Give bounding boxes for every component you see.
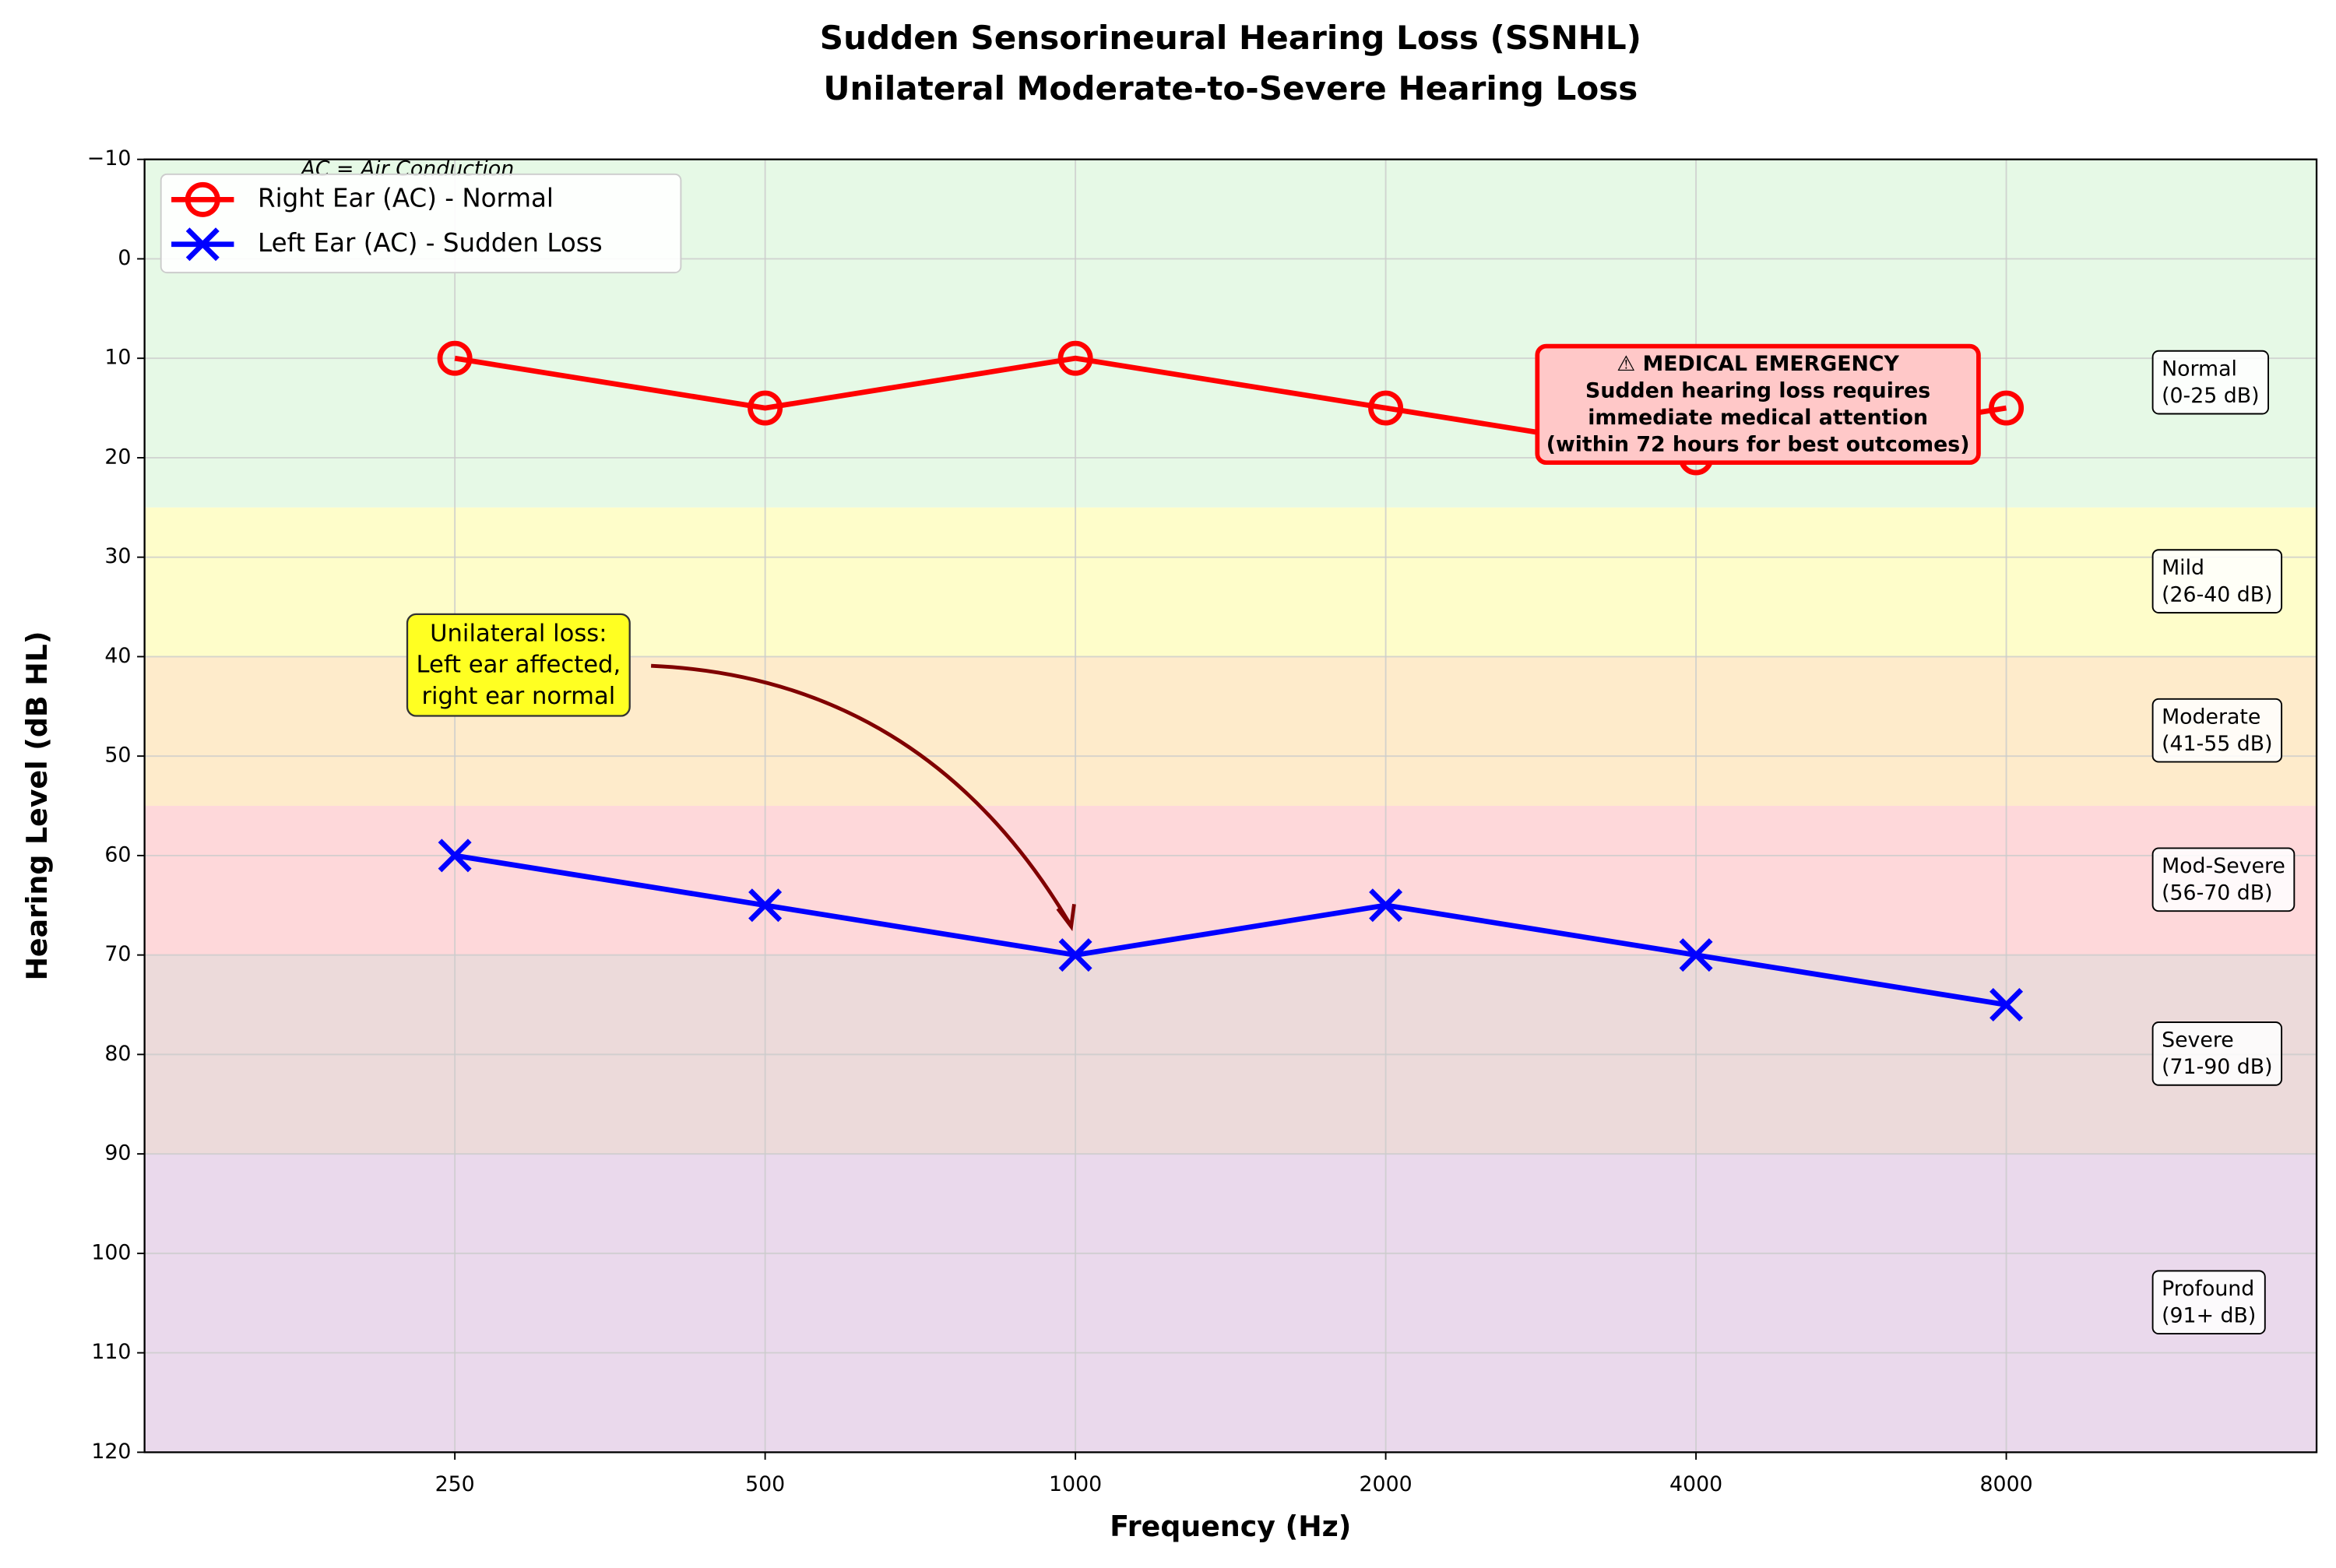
band-label-text: Severe — [2162, 1028, 2234, 1053]
band-label-text: (26-40 dB) — [2162, 582, 2273, 606]
unilateral-box — [406, 613, 631, 717]
band-label-box — [2151, 847, 2296, 912]
band-label-text: Profound — [2162, 1277, 2254, 1301]
marker — [748, 390, 783, 426]
marker — [438, 838, 472, 873]
y-tick-label: 50 — [104, 744, 131, 768]
chart-title: Unilateral Moderate-to-Severe Hearing Lo… — [823, 69, 1638, 107]
y-tick-label: 40 — [104, 644, 131, 668]
x-tick-label: 1000 — [1049, 1472, 1102, 1496]
band-label-text: (56-70 dB) — [2162, 881, 2273, 905]
y-tick-label: 70 — [104, 942, 131, 966]
x-tick-label: 8000 — [1980, 1472, 2033, 1496]
emergency-text: immediate medical attention — [1588, 406, 1928, 430]
emergency-text: ⚠ MEDICAL EMERGENCY — [1617, 352, 1899, 376]
legend-box — [160, 173, 682, 274]
series-line — [454, 853, 2007, 1007]
marker — [1058, 938, 1092, 972]
arrow — [651, 663, 1071, 925]
plot-frame — [143, 158, 2318, 1454]
unilateral-text: Unilateral loss: — [430, 621, 607, 648]
band-label: Mild(26-40 dB) — [2151, 549, 2283, 613]
legend-label: Left Ear (AC) - Sudden Loss — [258, 228, 603, 258]
band-label-box — [2151, 350, 2270, 415]
band-label-box — [2151, 1021, 2283, 1086]
legend: Right Ear (AC) - Normal Left Ear (AC) - S… — [160, 173, 682, 274]
unilateral-text: right ear normal — [421, 683, 615, 710]
marker — [1679, 938, 1713, 972]
emergency-text: Sudden hearing loss requires — [1585, 379, 1930, 403]
band-label: Normal (0-25 dB) — [2151, 350, 2270, 415]
y-tick-label: 10 — [104, 346, 131, 370]
marker — [437, 340, 473, 376]
band-label-box — [2151, 549, 2283, 613]
y-tick-label: 90 — [104, 1141, 131, 1165]
y-tick-label: 80 — [104, 1042, 131, 1066]
band-label-text: Normal — [2162, 357, 2237, 381]
band-label-text: (0-25 dB) — [2162, 384, 2260, 408]
band-label-text: (71-90 dB) — [2162, 1055, 2273, 1079]
y-tick-label: 120 — [91, 1440, 131, 1464]
x-axis-label: Frequency (Hz) — [1110, 1510, 1351, 1543]
band-label-text: Mild — [2162, 556, 2204, 580]
y-tick-label: −10 — [87, 146, 131, 171]
band-label-text: (91+ dB) — [2162, 1303, 2256, 1327]
band-label-text: Moderate — [2162, 705, 2260, 730]
marker — [1368, 390, 1404, 426]
band-label: Mod-Severe (56-70 dB) — [2151, 847, 2296, 912]
band-label-box — [2151, 1270, 2266, 1335]
chart-title: Sudden Sensorineural Hearing Loss (SSNHL… — [820, 19, 1641, 57]
band-label: Severe(71-90 dB) — [2151, 1021, 2283, 1086]
x-tick-label: 2000 — [1360, 1472, 1413, 1496]
annotations: Normal (0-25 dB) Mild(26-40 dB) Moderate(41… — [406, 343, 2296, 1335]
y-tick-label: 110 — [91, 1340, 131, 1364]
arrow-head — [1056, 903, 1076, 932]
x-tick-label: 4000 — [1669, 1472, 1722, 1496]
band — [144, 1154, 2317, 1453]
y-tick-label: 60 — [104, 842, 131, 867]
legend-marker — [185, 181, 220, 217]
y-axis-label: Hearing Level (dB HL) — [20, 631, 54, 981]
emergency-box — [1535, 343, 1981, 466]
legend-label: Right Ear (AC) - Normal — [258, 183, 554, 213]
emergency-text: (within 72 hours for best outcomes) — [1546, 433, 1970, 457]
marker — [1989, 390, 2025, 426]
legend-marker — [185, 227, 220, 262]
marker — [1369, 888, 1403, 923]
y-tick-label: 30 — [104, 544, 131, 568]
band-label-box — [2151, 698, 2283, 763]
marker — [1989, 988, 2024, 1022]
marker — [1057, 340, 1093, 376]
x-tick-label: 250 — [435, 1472, 475, 1496]
unilateral: Unilateral loss: Left ear affected, right … — [406, 613, 631, 717]
y-tick-label: 100 — [91, 1240, 131, 1264]
band-label-text: Mod-Severe — [2162, 854, 2285, 878]
band-label: Moderate(41-55 dB) — [2151, 698, 2283, 763]
y-tick-label: 20 — [104, 445, 131, 469]
band-label: Profound(91+ dB) — [2151, 1270, 2266, 1335]
emergency: ⚠ MEDICAL EMERGENCY Sudden hearing loss r… — [1535, 343, 1981, 466]
marker — [748, 888, 783, 923]
unilateral-text: Left ear affected, — [416, 652, 621, 679]
y-tick-label: 0 — [118, 246, 131, 270]
x-tick-label: 500 — [745, 1472, 785, 1496]
band-label-text: (41-55 dB) — [2162, 732, 2273, 756]
